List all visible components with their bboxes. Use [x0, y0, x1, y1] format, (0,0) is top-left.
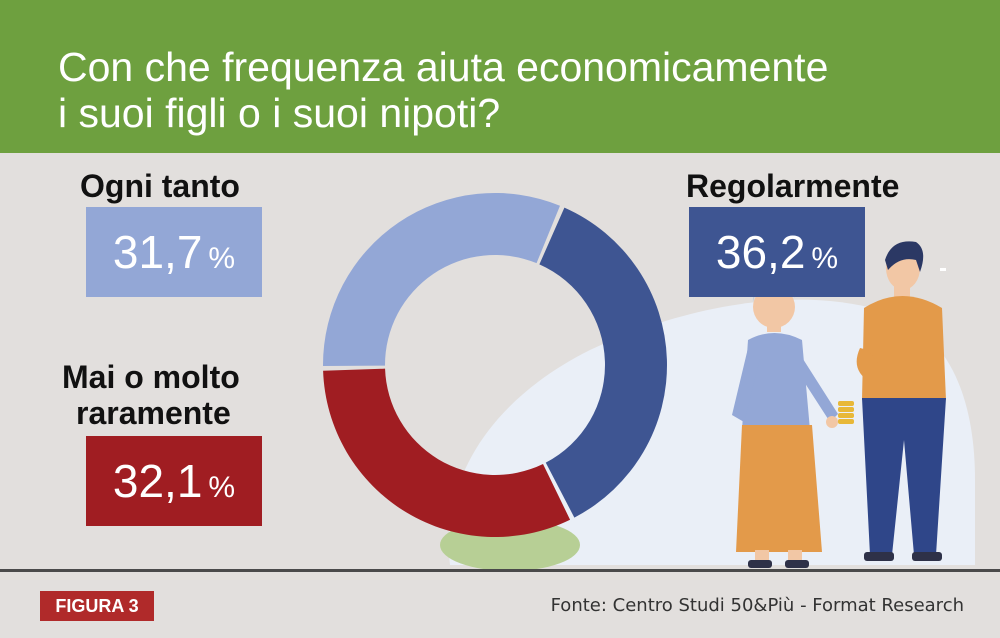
value-box-mai: 32,1 %: [86, 436, 262, 526]
label-mai-line2: raramente: [76, 395, 231, 431]
title-line-1: Con che frequenza aiuta economicamente: [58, 44, 829, 90]
header-banner: [0, 0, 1000, 153]
value-mai: 32,1: [112, 455, 203, 507]
percent-sign-regolarmente: %: [811, 242, 839, 275]
donut-slice-regolarmente: [539, 207, 667, 518]
label-mai-line1: Mai o molto: [62, 359, 240, 395]
value-ogni-tanto: 31,7: [112, 226, 203, 278]
title-line-2: i suoi figli o i suoi nipoti?: [58, 90, 501, 136]
figure-badge: FIGURA 3: [40, 591, 154, 621]
donut-slice-ogni-tanto: [323, 192, 560, 366]
label-regolarmente: Regolarmente: [686, 168, 900, 204]
label-ogni-tanto: Ogni tanto: [80, 168, 240, 204]
source-note: Fonte: Centro Studi 50&Più - Format Rese…: [550, 595, 964, 616]
value-box-ogni-tanto: 31,7 %: [86, 207, 262, 297]
footer-divider: [0, 569, 1000, 572]
percent-sign-mai: %: [208, 471, 236, 504]
chart-title: Con che frequenza aiuta economicamente i…: [58, 44, 988, 136]
percent-sign-ogni-tanto: %: [208, 242, 236, 275]
donut-slice-mai-o-molto-raramente: [323, 368, 571, 537]
donut-chart: [323, 192, 667, 537]
value-regolarmente: 36,2: [715, 226, 806, 278]
value-box-regolarmente: 36,2 %: [689, 207, 865, 297]
